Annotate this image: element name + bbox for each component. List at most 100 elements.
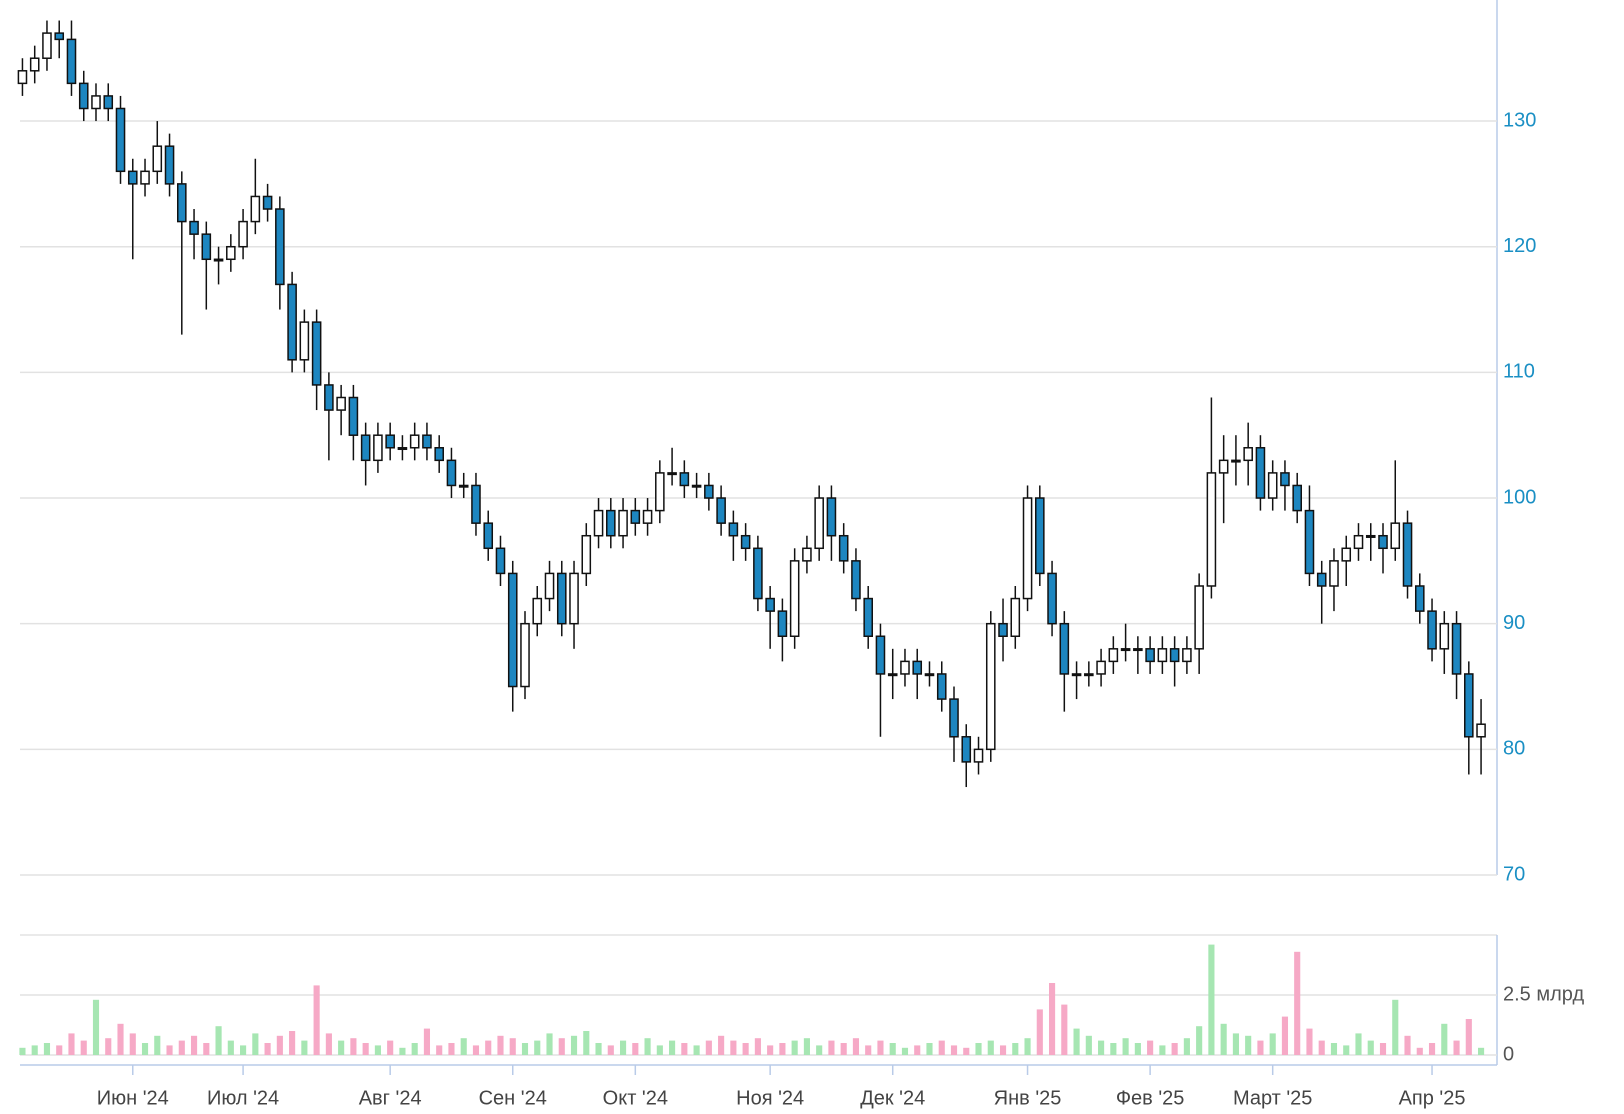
volume-bar <box>350 1038 357 1055</box>
volume-bar <box>1122 1038 1129 1055</box>
candle-body <box>863 597 873 638</box>
volume-bar <box>901 1047 909 1055</box>
volume-bar <box>681 1043 688 1055</box>
candle-body <box>1133 648 1143 652</box>
candle-body <box>973 748 984 763</box>
volume-bar <box>521 1043 529 1055</box>
candle-body <box>140 170 150 185</box>
volume-bar <box>975 1043 982 1055</box>
candle-body <box>985 622 996 751</box>
volume-bar <box>1257 1040 1264 1055</box>
volume-bar <box>1318 1040 1325 1055</box>
candle-body <box>912 660 923 675</box>
candle-body <box>875 635 886 675</box>
volume-bar <box>215 1026 222 1055</box>
candle-body <box>936 673 947 700</box>
candle-body <box>54 32 65 41</box>
volume-bar <box>1416 1047 1423 1055</box>
volume-bar <box>1110 1043 1117 1055</box>
y-tick-label: 130 <box>1503 109 1536 131</box>
candle-body <box>1059 622 1070 675</box>
candle-body <box>1084 673 1094 677</box>
candle-body <box>471 484 481 524</box>
candle-body <box>1035 497 1045 575</box>
candle-body <box>495 547 506 575</box>
volume-bar <box>448 1043 455 1055</box>
x-tick-label: Сен '24 <box>479 1087 547 1109</box>
candle-body <box>409 434 420 449</box>
candle-body <box>422 434 432 449</box>
volume-bar <box>411 1043 418 1055</box>
candle-body <box>1329 560 1339 587</box>
candle-body <box>520 622 530 688</box>
candle-body <box>851 560 861 600</box>
candle-body <box>630 509 641 524</box>
candle-body <box>78 82 89 110</box>
volume-bar <box>1196 1026 1203 1055</box>
volume-bar <box>43 1043 51 1055</box>
candle-body <box>753 547 763 600</box>
volume-bar <box>1306 1028 1313 1055</box>
candle-body <box>1353 534 1364 550</box>
candle-body <box>704 484 714 499</box>
candle-body <box>177 183 187 223</box>
volume-bar <box>166 1045 173 1055</box>
candle-body <box>1402 522 1413 587</box>
volume-bar <box>203 1043 210 1055</box>
candle-body <box>1206 472 1217 587</box>
candle-body <box>1390 522 1401 550</box>
volume-bar <box>264 1043 271 1055</box>
volume-bar <box>877 1040 884 1055</box>
volume-bar <box>1061 1004 1068 1055</box>
volume-bar <box>240 1045 247 1055</box>
volume-bar <box>141 1043 149 1055</box>
candle-body <box>1439 622 1450 650</box>
candle-body <box>1010 597 1021 638</box>
volume-bar <box>56 1045 63 1055</box>
candle-body <box>777 610 788 638</box>
candle-body <box>728 522 739 537</box>
candle-body <box>458 484 469 488</box>
y-tick-label: 70 <box>1503 863 1525 885</box>
volume-bar <box>19 1047 26 1055</box>
candle-body <box>483 522 494 550</box>
candle-body <box>1047 572 1057 625</box>
volume-bar <box>656 1045 663 1055</box>
volume-bar <box>80 1040 87 1055</box>
candle-body <box>299 321 310 361</box>
candle-body <box>961 736 972 763</box>
volume-bar <box>1147 1040 1154 1055</box>
candle-body <box>1414 585 1425 612</box>
candle-body <box>667 472 677 476</box>
volume-bar <box>693 1045 700 1055</box>
x-tick-label: Июл '24 <box>207 1087 279 1109</box>
candle-body <box>213 258 224 262</box>
volume-bar <box>950 1045 958 1055</box>
candle-body <box>1316 572 1327 587</box>
candle-body <box>924 673 935 677</box>
volume-tick-label: 0 <box>1503 1043 1514 1065</box>
candle-body <box>434 447 444 462</box>
candle-body <box>655 472 665 512</box>
volume-bar <box>252 1033 259 1055</box>
volume-bar <box>509 1038 516 1055</box>
candle-body <box>1182 648 1192 663</box>
x-tick-label: Янв '25 <box>994 1087 1062 1109</box>
volume-bar <box>289 1031 296 1055</box>
candle-body <box>1071 673 1082 677</box>
candle-body <box>507 572 518 688</box>
candle-body <box>949 698 959 738</box>
volume-bar <box>1171 1043 1178 1055</box>
volume-bar <box>154 1035 161 1055</box>
candle-body <box>1231 459 1241 463</box>
volume-bar <box>840 1043 847 1055</box>
volume-bar <box>374 1045 381 1055</box>
candle-body <box>1427 610 1437 650</box>
candle-body <box>569 572 579 625</box>
candle-body <box>42 32 52 59</box>
candle-body <box>201 233 212 261</box>
candle-body <box>1218 459 1229 474</box>
candle-body <box>618 509 628 537</box>
